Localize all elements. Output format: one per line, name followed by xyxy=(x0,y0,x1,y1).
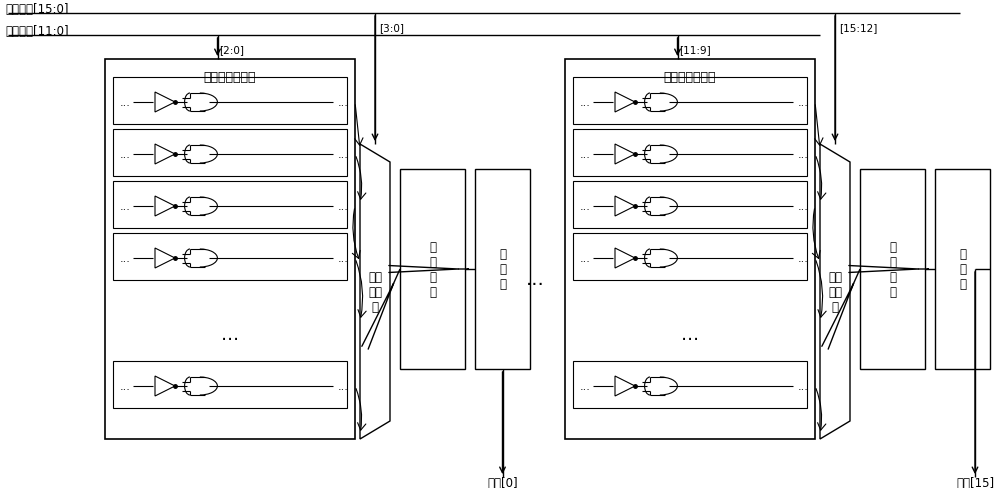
Bar xyxy=(573,182,807,228)
Text: ...: ... xyxy=(120,381,130,391)
Text: ...: ... xyxy=(798,202,808,212)
Text: 计
数
器
对: 计 数 器 对 xyxy=(889,241,896,298)
Text: …: … xyxy=(681,325,699,343)
Text: 响应[0]: 响应[0] xyxy=(487,476,518,488)
Text: ...: ... xyxy=(120,98,130,108)
Text: ...: ... xyxy=(120,253,130,264)
Text: 环形振荡器阵列: 环形振荡器阵列 xyxy=(204,71,256,84)
Text: ...: ... xyxy=(338,381,348,391)
Text: ...: ... xyxy=(798,381,808,391)
Text: ...: ... xyxy=(338,150,348,160)
Text: [3:0]: [3:0] xyxy=(379,23,404,33)
FancyArrowPatch shape xyxy=(816,157,826,200)
FancyArrowPatch shape xyxy=(356,157,366,200)
Polygon shape xyxy=(360,145,390,439)
Text: ...: ... xyxy=(580,98,590,108)
Bar xyxy=(573,78,807,125)
Text: [11:9]: [11:9] xyxy=(680,45,711,55)
Text: [2:0]: [2:0] xyxy=(220,45,244,55)
Text: ...: ... xyxy=(526,270,544,289)
Text: ...: ... xyxy=(120,202,130,212)
Bar xyxy=(573,130,807,177)
Text: ...: ... xyxy=(580,381,590,391)
Bar xyxy=(400,170,465,369)
Text: ...: ... xyxy=(338,253,348,264)
Text: 激励信号[15:0]: 激励信号[15:0] xyxy=(5,3,68,16)
Text: 多路
选择
器: 多路 选择 器 xyxy=(368,270,382,313)
Text: …: … xyxy=(221,325,239,343)
Text: ...: ... xyxy=(338,202,348,212)
FancyArrowPatch shape xyxy=(356,261,366,318)
FancyArrowPatch shape xyxy=(815,105,823,146)
Bar xyxy=(573,361,807,408)
Bar xyxy=(935,170,990,369)
Text: 计
数
器
对: 计 数 器 对 xyxy=(429,241,436,298)
Text: ...: ... xyxy=(798,98,808,108)
Text: ...: ... xyxy=(580,253,590,264)
Bar xyxy=(475,170,530,369)
Text: 比
较
器: 比 较 器 xyxy=(499,248,506,291)
FancyArrowPatch shape xyxy=(816,261,826,318)
Bar xyxy=(860,170,925,369)
Bar xyxy=(105,60,355,439)
FancyArrowPatch shape xyxy=(352,209,360,259)
Bar xyxy=(113,361,347,408)
Text: ...: ... xyxy=(580,202,590,212)
Text: ...: ... xyxy=(580,150,590,160)
Bar xyxy=(113,182,347,228)
FancyArrowPatch shape xyxy=(356,389,366,430)
Text: [15:12]: [15:12] xyxy=(839,23,877,33)
Bar xyxy=(573,234,807,281)
Text: 配置信号[11:0]: 配置信号[11:0] xyxy=(5,25,69,38)
Text: 响应[15]: 响应[15] xyxy=(956,476,994,488)
Bar xyxy=(113,234,347,281)
FancyArrowPatch shape xyxy=(355,105,363,146)
Bar xyxy=(565,60,815,439)
Polygon shape xyxy=(820,145,850,439)
Text: ...: ... xyxy=(120,150,130,160)
Text: ...: ... xyxy=(338,98,348,108)
FancyArrowPatch shape xyxy=(812,209,820,259)
FancyArrowPatch shape xyxy=(816,389,826,430)
Text: 比
较
器: 比 较 器 xyxy=(959,248,966,291)
Text: ...: ... xyxy=(798,150,808,160)
Text: 环形振荡器阵列: 环形振荡器阵列 xyxy=(664,71,716,84)
Text: 多路
选择
器: 多路 选择 器 xyxy=(828,270,842,313)
Bar xyxy=(113,130,347,177)
Bar xyxy=(113,78,347,125)
Text: ...: ... xyxy=(798,253,808,264)
